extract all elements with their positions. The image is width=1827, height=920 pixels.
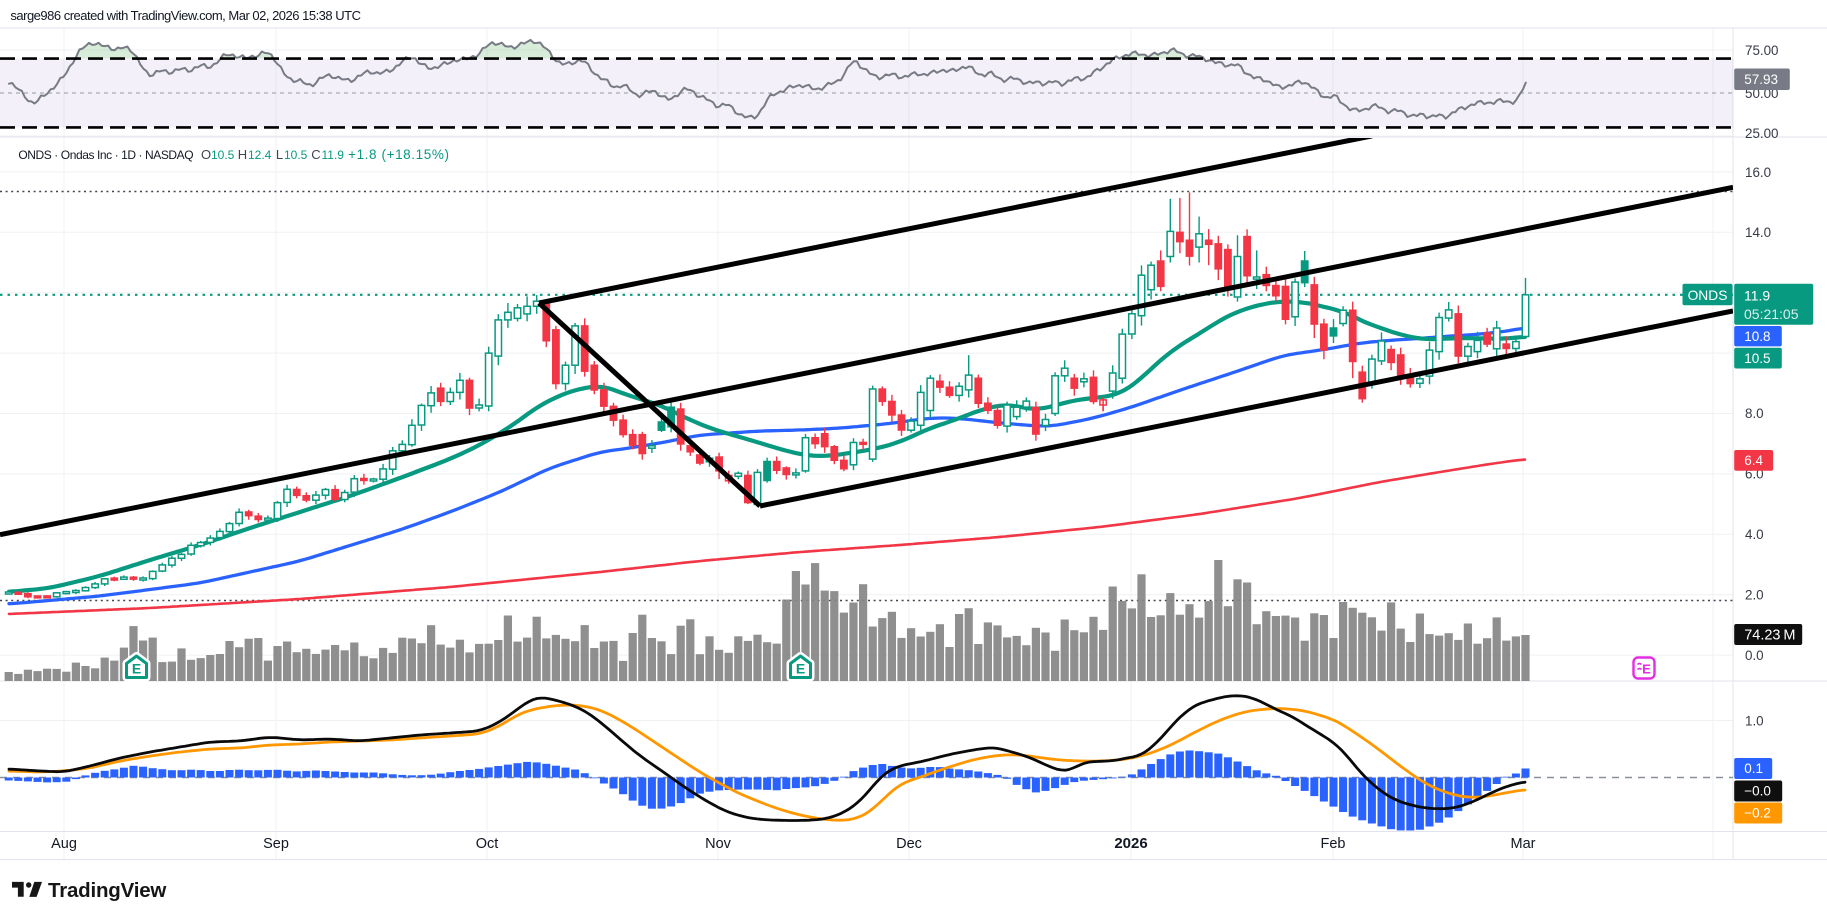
svg-text:25.00: 25.00	[1745, 126, 1779, 141]
svg-text:−0.0: −0.0	[1744, 784, 1771, 799]
svg-text:E: E	[796, 661, 805, 677]
svg-text:0.0: 0.0	[1745, 648, 1764, 663]
svg-text:−0.2: −0.2	[1744, 806, 1771, 821]
svg-text:Feb: Feb	[1321, 836, 1346, 852]
svg-text:12.4: 12.4	[248, 148, 272, 162]
svg-text:Oct: Oct	[476, 836, 499, 852]
svg-text:L: L	[276, 147, 283, 162]
svg-text:TradingView: TradingView	[48, 879, 166, 902]
svg-text:C: C	[311, 147, 320, 162]
svg-text:6.4: 6.4	[1744, 453, 1763, 468]
svg-text:+1.8 (+18.15%): +1.8 (+18.15%)	[348, 147, 449, 162]
svg-text:05:21:05: 05:21:05	[1744, 306, 1799, 322]
svg-text:10.8: 10.8	[1744, 329, 1770, 344]
svg-text:57.93: 57.93	[1744, 72, 1778, 87]
svg-text:8.0: 8.0	[1745, 406, 1764, 421]
svg-text:11.9: 11.9	[1744, 288, 1770, 304]
svg-text:75.00: 75.00	[1745, 43, 1779, 58]
svg-text:4.0: 4.0	[1745, 527, 1764, 542]
svg-text:H: H	[238, 147, 247, 162]
svg-text:O: O	[201, 147, 211, 162]
svg-text:10.5: 10.5	[1744, 351, 1770, 366]
svg-text:0.1: 0.1	[1744, 761, 1763, 776]
svg-text:11.9: 11.9	[322, 148, 345, 162]
svg-text:Dec: Dec	[896, 836, 922, 852]
svg-text:16.0: 16.0	[1745, 165, 1771, 180]
svg-text:74.23 M: 74.23 M	[1744, 628, 1795, 644]
svg-text:10.5: 10.5	[284, 148, 308, 162]
svg-text:Nov: Nov	[705, 836, 732, 852]
svg-text:14.0: 14.0	[1745, 225, 1771, 240]
svg-text:10.5: 10.5	[211, 148, 235, 162]
svg-text:1.0: 1.0	[1745, 713, 1764, 728]
svg-text:ONDS: ONDS	[1688, 288, 1728, 303]
svg-text:Aug: Aug	[51, 836, 77, 852]
svg-text:Sep: Sep	[263, 836, 289, 852]
svg-text:Mar: Mar	[1511, 836, 1536, 852]
svg-text:E: E	[1642, 662, 1651, 677]
svg-text:E: E	[132, 661, 141, 677]
svg-text:sarge986 created with TradingV: sarge986 created with TradingView.com, M…	[10, 8, 360, 23]
svg-text:ONDS · Ondas Inc · 1D · NASDAQ: ONDS · Ondas Inc · 1D · NASDAQ	[18, 148, 193, 162]
svg-text:2026: 2026	[1114, 835, 1147, 852]
svg-text:2.0: 2.0	[1745, 587, 1764, 602]
